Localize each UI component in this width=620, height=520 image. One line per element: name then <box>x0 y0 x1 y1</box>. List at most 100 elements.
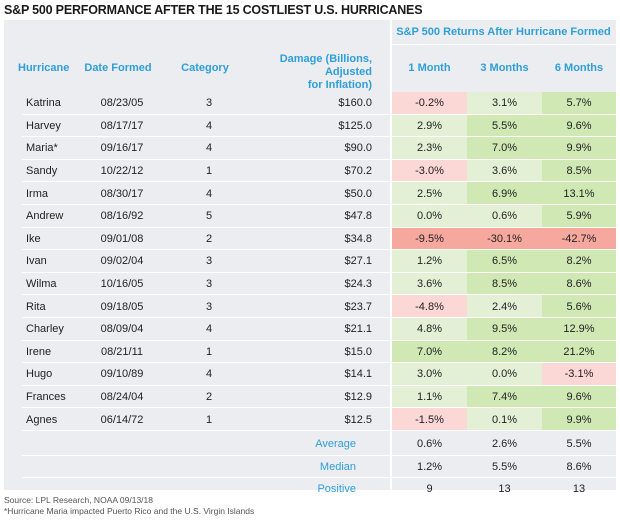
cell-damage: $24.3 <box>344 278 372 291</box>
cell-category: 3 <box>205 97 213 110</box>
cell-6-months: 9.9% <box>542 408 616 431</box>
cell-category: 3 <box>205 255 213 268</box>
row-separator <box>22 158 616 160</box>
row-separator <box>22 384 616 386</box>
cell-3-months: 0.6% <box>467 205 542 228</box>
summary-cell-1-month: 0.6% <box>416 438 443 451</box>
table-row: Ivan 09/02/04 3 $27.1 1.2% 6.5% 8.2% <box>4 250 616 273</box>
cell-hurricane: Harvey <box>26 119 61 132</box>
cell-hurricane: Charley <box>26 323 64 336</box>
cell-hurricane: Frances <box>26 391 66 404</box>
cell-3-months: 7.4% <box>467 385 542 409</box>
table-row: Andrew 08/16/92 5 $47.8 0.0% 0.6% 5.9% <box>4 205 616 228</box>
cell-date: 08/21/11 <box>100 345 143 358</box>
row-separator <box>22 339 616 341</box>
cell-1-month: -9.5% <box>392 227 467 251</box>
footnote-text: *Hurricane Maria impacted Puerto Rico an… <box>4 506 255 516</box>
summary-cell-6-months: 5.5% <box>566 438 592 451</box>
table-row: Sandy 10/22/12 1 $70.2 -3.0% 3.6% 8.5% <box>4 159 616 183</box>
cell-1-month: 7.0% <box>392 340 467 364</box>
col-header-3-months: 3 Months <box>480 61 529 74</box>
cell-3-months: 5.5% <box>467 114 542 138</box>
cell-hurricane: Ike <box>26 232 41 245</box>
cell-1-month: 0.0% <box>392 205 467 228</box>
cell-3-months: 9.5% <box>467 318 542 341</box>
cell-hurricane: Andrew <box>26 210 64 223</box>
cell-1-month: 3.6% <box>392 272 467 296</box>
cell-damage: $160.0 <box>338 97 372 110</box>
cell-1-month: -4.8% <box>392 295 467 318</box>
cell-1-month: 1.2% <box>392 250 467 273</box>
cell-hurricane: Irene <box>26 345 52 358</box>
table-row: Harvey 08/17/17 4 $125.0 2.9% 5.5% 9.6% <box>4 114 616 138</box>
cell-1-month: -3.0% <box>392 159 467 183</box>
cell-6-months: 5.7% <box>542 92 616 115</box>
summary-cell-3-months: 5.5% <box>491 460 518 473</box>
cell-category: 1 <box>205 413 213 426</box>
cell-date: 08/09/04 <box>100 323 144 336</box>
table-row: Hugo 09/10/89 4 $14.1 3.0% 0.0% -3.1% <box>4 363 616 386</box>
cell-damage: $90.0 <box>344 142 372 155</box>
cell-1-month: 2.3% <box>392 137 467 160</box>
cell-date: 08/24/04 <box>100 391 144 404</box>
cell-date: 08/16/92 <box>100 210 144 223</box>
cell-6-months: 8.2% <box>542 250 616 273</box>
table-row: Charley 08/09/04 4 $21.1 4.8% 9.5% 12.9% <box>4 318 616 341</box>
summary-cell-6-months: 13 <box>572 483 586 496</box>
cell-6-months: 13.1% <box>542 182 616 205</box>
row-separator <box>22 429 616 431</box>
cell-category: 2 <box>205 232 213 245</box>
cell-date: 10/16/05 <box>100 278 144 291</box>
chart-title: S&P 500 PERFORMANCE AFTER THE 15 COSTLIE… <box>4 3 423 17</box>
summary-row: Average 0.6% 2.6% 5.5% <box>4 433 616 456</box>
cell-date: 09/01/08 <box>100 232 144 245</box>
cell-date: 09/16/17 <box>100 142 144 155</box>
cell-6-months: 5.9% <box>542 205 616 228</box>
cell-damage: $21.1 <box>344 323 372 336</box>
table-row: Wilma 10/16/05 3 $24.3 3.6% 8.5% 8.6% <box>4 272 616 296</box>
cell-6-months: 9.6% <box>542 114 616 138</box>
cell-category: 3 <box>205 300 213 313</box>
cell-3-months: 3.1% <box>467 92 542 115</box>
cell-damage: $50.0 <box>344 187 372 200</box>
summary-cell-3-months: 2.6% <box>491 438 518 451</box>
col-header-hurricane: Hurricane <box>18 61 70 74</box>
cell-hurricane: Rita <box>26 300 46 313</box>
row-separator <box>22 499 616 501</box>
row-separator <box>22 249 616 251</box>
column-divider <box>390 20 392 490</box>
col-header-category: Category <box>181 61 229 74</box>
row-separator <box>22 136 616 138</box>
cell-6-months: 8.6% <box>542 272 616 296</box>
summary-cell-1-month: 1.2% <box>416 460 443 473</box>
cell-hurricane: Katrina <box>26 97 61 110</box>
cell-damage: $14.1 <box>344 368 372 381</box>
cell-6-months: -42.7% <box>542 227 616 251</box>
row-separator <box>22 181 616 183</box>
cell-1-month: 4.8% <box>392 318 467 341</box>
row-separator <box>22 294 616 296</box>
cell-category: 3 <box>205 278 213 291</box>
cell-date: 08/17/17 <box>100 119 144 132</box>
summary-row: Median 1.2% 5.5% 8.6% <box>4 456 616 479</box>
row-separator <box>22 407 616 409</box>
cell-hurricane: Agnes <box>26 413 58 426</box>
cell-category: 1 <box>205 345 213 358</box>
col-header-date: Date Formed <box>84 61 152 74</box>
cell-1-month: -1.5% <box>392 408 467 431</box>
cell-category: 4 <box>205 368 213 381</box>
row-separator <box>22 226 616 228</box>
cell-hurricane: Maria* <box>26 142 58 155</box>
cell-hurricane: Hugo <box>26 368 53 381</box>
cell-1-month: 3.0% <box>392 363 467 386</box>
cell-date: 08/30/17 <box>100 187 144 200</box>
cell-hurricane: Ivan <box>26 255 47 268</box>
cell-6-months: -3.1% <box>542 363 616 386</box>
damage-header-line-3: for Inflation) <box>307 79 372 91</box>
cell-3-months: -30.1% <box>467 227 542 251</box>
cell-1-month: 2.5% <box>392 182 467 205</box>
cell-3-months: 6.9% <box>467 182 542 205</box>
cell-damage: $15.0 <box>344 345 372 358</box>
cell-category: 2 <box>205 391 213 404</box>
cell-1-month: -0.2% <box>392 92 467 115</box>
